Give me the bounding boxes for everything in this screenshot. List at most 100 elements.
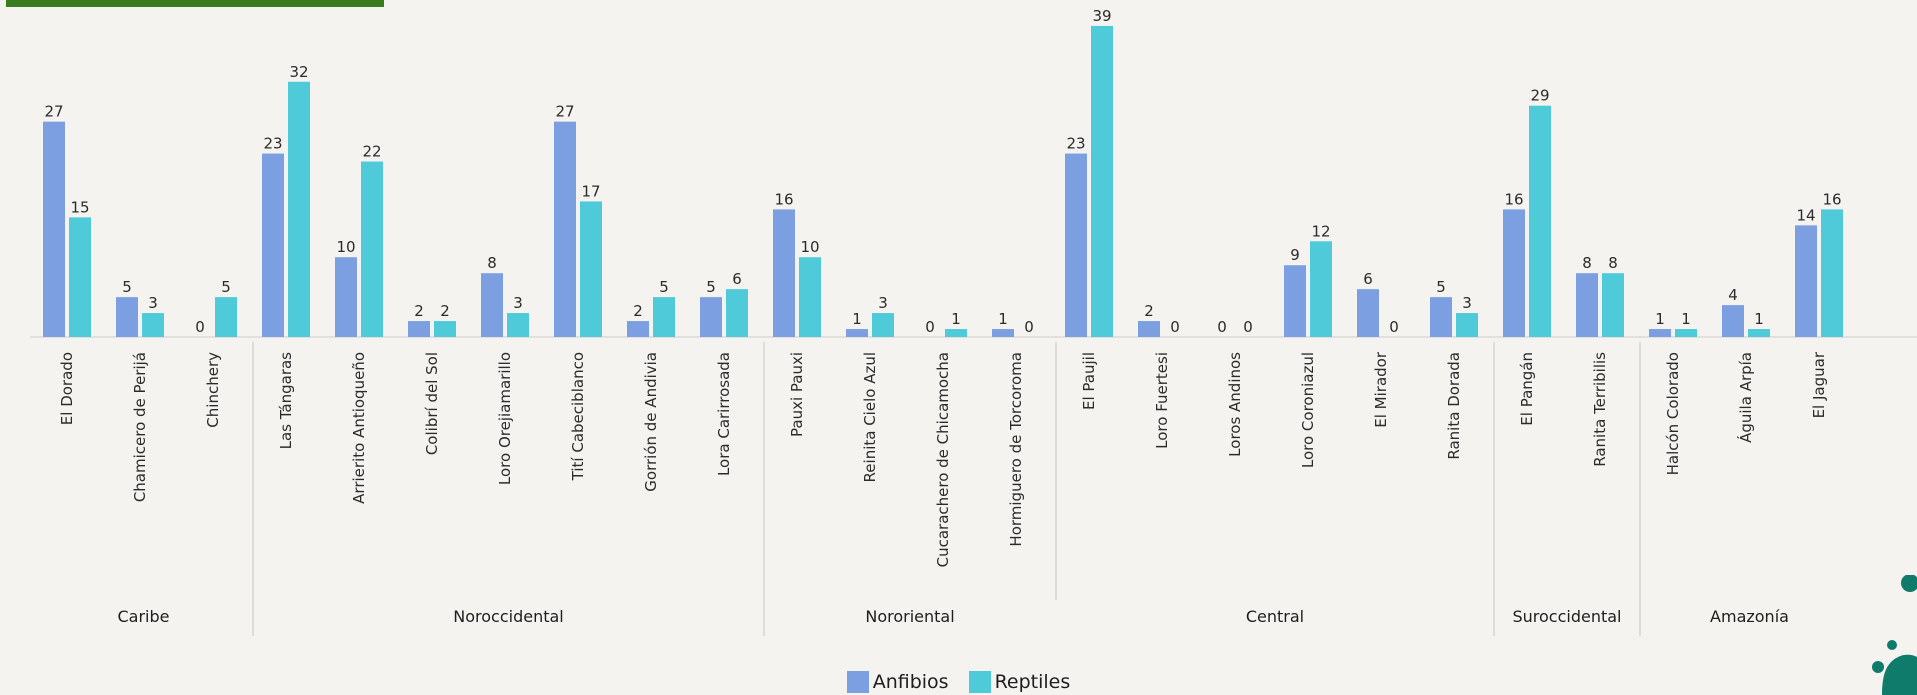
data-label-reptiles-7: 17	[581, 182, 600, 200]
data-label-anfibios-21: 8	[1582, 254, 1592, 272]
category-label-17: Loro Coroniazul	[1299, 352, 1317, 468]
bar-reptiles-21	[1602, 273, 1624, 337]
bar-anfibios-18	[1357, 289, 1379, 337]
category-label-11: Reinita Cielo Azul	[861, 352, 879, 482]
data-label-reptiles-20: 29	[1530, 87, 1549, 105]
bar-reptiles-19	[1456, 313, 1478, 337]
bar-anfibios-10	[773, 209, 795, 337]
data-label-reptiles-18: 0	[1389, 318, 1399, 336]
bar-reptiles-2	[215, 297, 237, 337]
category-label-10: Pauxi Pauxi	[788, 352, 806, 437]
category-label-5: Colibrí del Sol	[423, 352, 441, 455]
bar-reptiles-14	[1091, 25, 1113, 337]
data-label-reptiles-1: 3	[148, 294, 158, 312]
bar-anfibios-20	[1503, 209, 1525, 337]
data-label-reptiles-13: 0	[1024, 318, 1034, 336]
bar-anfibios-4	[335, 257, 357, 337]
data-label-reptiles-10: 10	[800, 238, 819, 256]
legend-item-anfibios: Anfibios	[846, 671, 949, 693]
bar-anfibios-1	[116, 297, 138, 337]
data-label-anfibios-1: 5	[122, 278, 132, 296]
data-label-anfibios-20: 16	[1504, 190, 1523, 208]
category-label-14: El Paujil	[1080, 352, 1098, 410]
bar-reptiles-4	[361, 161, 383, 337]
data-label-reptiles-4: 22	[362, 143, 381, 161]
data-label-reptiles-17: 12	[1311, 222, 1330, 240]
bar-anfibios-9	[700, 297, 722, 337]
bar-anfibios-21	[1576, 273, 1598, 337]
bar-reptiles-11	[872, 313, 894, 337]
top-accent-bar	[6, 0, 384, 7]
data-label-reptiles-0: 15	[70, 198, 89, 216]
bar-anfibios-0	[43, 121, 65, 337]
bar-anfibios-19	[1430, 297, 1452, 337]
data-label-anfibios-15: 2	[1144, 302, 1154, 320]
bar-anfibios-17	[1284, 265, 1306, 337]
data-label-reptiles-12: 1	[951, 310, 961, 328]
data-label-anfibios-6: 8	[487, 254, 497, 272]
data-label-reptiles-9: 6	[732, 270, 742, 288]
category-label-23: Águila Arpía	[1736, 352, 1755, 443]
data-label-anfibios-0: 27	[44, 103, 63, 121]
bar-anfibios-22	[1649, 329, 1671, 337]
data-label-anfibios-11: 1	[852, 310, 862, 328]
data-label-reptiles-11: 3	[878, 294, 888, 312]
category-label-22: Halcón Colorado	[1664, 352, 1682, 475]
data-label-reptiles-19: 3	[1462, 294, 1472, 312]
bar-anfibios-8	[627, 321, 649, 337]
category-label-18: El Mirador	[1372, 351, 1390, 428]
bar-anfibios-3	[262, 153, 284, 337]
legend-item-reptiles: Reptiles	[968, 671, 1071, 693]
data-label-reptiles-23: 1	[1754, 310, 1764, 328]
bar-reptiles-1	[142, 313, 164, 337]
category-label-1: Chamicero de Perijá	[131, 352, 149, 502]
category-label-20: El Pangán	[1518, 352, 1536, 426]
data-label-anfibios-7: 27	[555, 103, 574, 121]
bar-reptiles-7	[580, 201, 602, 337]
data-label-anfibios-19: 5	[1436, 278, 1446, 296]
legend-label-reptiles: Reptiles	[994, 671, 1071, 693]
data-label-anfibios-10: 16	[774, 190, 793, 208]
bar-reptiles-20	[1529, 105, 1551, 338]
bar-reptiles-17	[1310, 241, 1332, 337]
group-label-5: Amazonía	[1710, 607, 1789, 626]
bar-anfibios-24	[1795, 225, 1817, 337]
bar-anfibios-13	[992, 329, 1014, 337]
bar-anfibios-11	[846, 329, 868, 337]
bar-reptiles-23	[1748, 329, 1770, 337]
data-label-reptiles-3: 32	[289, 63, 308, 81]
data-label-anfibios-24: 14	[1796, 206, 1815, 224]
data-label-reptiles-24: 16	[1822, 190, 1841, 208]
bar-anfibios-23	[1722, 305, 1744, 337]
bar-reptiles-12	[945, 329, 967, 337]
data-label-reptiles-16: 0	[1243, 318, 1253, 336]
category-label-3: Las Tángaras	[277, 352, 295, 450]
bar-anfibios-15	[1138, 321, 1160, 337]
data-label-reptiles-8: 5	[659, 278, 669, 296]
category-label-12: Cucarachero de Chicamocha	[934, 352, 952, 567]
bar-reptiles-10	[799, 257, 821, 337]
category-label-4: Arrierito Antioqueño	[350, 352, 368, 504]
category-label-9: Lora Carirrosada	[715, 352, 733, 476]
bar-reptiles-5	[434, 321, 456, 337]
category-label-24: El Jaguar	[1810, 351, 1828, 418]
bar-reptiles-0	[69, 217, 91, 337]
group-label-2: Nororiental	[865, 607, 954, 626]
data-label-anfibios-5: 2	[414, 302, 424, 320]
bar-reptiles-9	[726, 289, 748, 337]
bar-anfibios-14	[1065, 153, 1087, 337]
data-label-anfibios-18: 6	[1363, 270, 1373, 288]
decorative-leaf-icon	[1872, 575, 1917, 695]
data-label-anfibios-17: 9	[1290, 246, 1300, 264]
data-label-anfibios-14: 23	[1066, 135, 1085, 153]
bar-reptiles-6	[507, 313, 529, 337]
bar-reptiles-8	[653, 297, 675, 337]
data-label-reptiles-15: 0	[1170, 318, 1180, 336]
category-label-6: Loro Orejiamarillo	[496, 352, 514, 485]
data-label-reptiles-6: 3	[513, 294, 523, 312]
bar-reptiles-24	[1821, 209, 1843, 337]
category-label-2: Chinchery	[204, 352, 222, 428]
bar-anfibios-6	[481, 273, 503, 337]
category-label-8: Gorrión de Andivia	[642, 352, 660, 492]
